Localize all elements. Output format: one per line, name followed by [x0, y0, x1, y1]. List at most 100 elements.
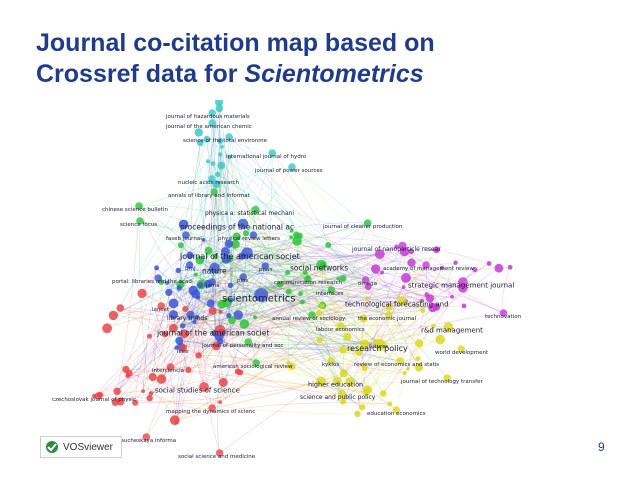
journal-node[interactable]	[182, 231, 190, 239]
journal-node[interactable]	[336, 322, 345, 330]
journal-label[interactable]: czechoslovak journal of physic	[52, 397, 136, 403]
journal-node[interactable]	[156, 374, 167, 384]
journal-node[interactable]	[385, 311, 393, 319]
journal-label[interactable]: naucheskaya informa	[117, 438, 176, 444]
journal-node[interactable]	[224, 239, 234, 248]
journal-node[interactable]	[364, 296, 370, 302]
journal-node[interactable]	[408, 248, 415, 255]
journal-node[interactable]	[146, 394, 153, 402]
journal-node[interactable]	[361, 276, 370, 284]
journal-node[interactable]	[361, 365, 368, 372]
journal-node[interactable]	[415, 339, 424, 348]
journal-node[interactable]	[319, 303, 325, 309]
journal-node[interactable]	[363, 385, 372, 395]
journal-node[interactable]	[407, 258, 416, 267]
journal-node[interactable]	[166, 363, 175, 371]
journal-label[interactable]: research policy	[347, 344, 408, 353]
journal-node[interactable]	[192, 319, 197, 324]
journal-node[interactable]	[435, 334, 446, 345]
journal-node[interactable]	[227, 282, 234, 288]
journal-node[interactable]	[242, 230, 250, 237]
journal-node[interactable]	[431, 323, 436, 329]
journal-label[interactable]: pnas	[259, 267, 272, 273]
journal-label[interactable]: chinese science bulletin	[102, 207, 168, 213]
journal-node[interactable]	[137, 288, 147, 299]
journal-node[interactable]	[201, 238, 206, 242]
journal-label[interactable]: communication research	[274, 280, 343, 286]
journal-node[interactable]	[195, 352, 202, 359]
journal-node[interactable]	[268, 149, 276, 157]
journal-node[interactable]	[175, 267, 181, 274]
journal-node[interactable]	[220, 145, 224, 149]
journal-node[interactable]	[225, 133, 233, 141]
journal-label[interactable]: proceedings of the national ac	[180, 223, 294, 232]
journal-node[interactable]	[232, 232, 241, 241]
journal-node[interactable]	[340, 398, 347, 405]
journal-node[interactable]	[302, 270, 308, 276]
journal-node[interactable]	[208, 307, 217, 315]
journal-node[interactable]	[458, 277, 468, 287]
journal-node[interactable]	[401, 273, 411, 283]
journal-node[interactable]	[165, 280, 170, 285]
journal-node[interactable]	[285, 269, 291, 275]
journal-node[interactable]	[142, 433, 151, 441]
journal-node[interactable]	[380, 270, 385, 275]
journal-node[interactable]	[339, 275, 347, 282]
journal-node[interactable]	[363, 219, 372, 227]
journal-node[interactable]	[252, 315, 258, 320]
journal-node[interactable]	[415, 356, 421, 362]
journal-label[interactable]: education economics	[367, 411, 426, 417]
journal-node[interactable]	[214, 324, 226, 336]
journal-node[interactable]	[359, 404, 366, 411]
journal-node[interactable]	[339, 346, 347, 354]
journal-label[interactable]: r&d management	[421, 326, 483, 334]
journal-node[interactable]	[254, 288, 269, 302]
journal-node[interactable]	[251, 205, 260, 215]
journal-node[interactable]	[175, 336, 184, 345]
journal-node[interactable]	[185, 261, 194, 269]
journal-node[interactable]	[154, 265, 160, 271]
journal-label[interactable]: science and public policy	[300, 394, 376, 401]
journal-node[interactable]	[208, 278, 216, 286]
journal-node[interactable]	[461, 303, 467, 309]
journal-node[interactable]	[179, 329, 189, 339]
journal-node[interactable]	[428, 302, 438, 313]
journal-label[interactable]: interfaces	[316, 291, 344, 297]
journal-label[interactable]: american sociological review	[213, 364, 293, 370]
journal-node[interactable]	[439, 265, 445, 270]
journal-node[interactable]	[422, 261, 430, 269]
journal-node[interactable]	[209, 262, 220, 274]
journal-node[interactable]	[180, 323, 186, 329]
journal-node[interactable]	[414, 363, 424, 372]
journal-label[interactable]: journal of nanoparticle resear	[351, 246, 441, 253]
journal-node[interactable]	[136, 217, 144, 225]
journal-node[interactable]	[261, 262, 269, 270]
journal-label[interactable]: review of economics and statis	[354, 362, 439, 368]
journal-node[interactable]	[424, 292, 430, 298]
journal-node[interactable]	[420, 307, 426, 313]
journal-label[interactable]: bmj	[185, 266, 196, 272]
journal-node[interactable]	[364, 283, 372, 291]
journal-node[interactable]	[220, 247, 230, 256]
journal-node[interactable]	[385, 303, 393, 311]
journal-node[interactable]	[169, 310, 178, 320]
journal-node[interactable]	[194, 128, 203, 137]
journal-node[interactable]	[147, 333, 152, 339]
journal-node[interactable]	[443, 322, 454, 332]
journal-node[interactable]	[218, 152, 223, 157]
journal-node[interactable]	[300, 299, 305, 305]
journal-node[interactable]	[398, 241, 407, 251]
journal-node[interactable]	[208, 119, 216, 127]
journal-label[interactable]: nucleic acids research	[178, 180, 240, 186]
journal-node[interactable]	[401, 285, 406, 289]
journal-label[interactable]: scientometrics	[222, 294, 295, 305]
journal-node[interactable]	[327, 357, 336, 365]
journal-node[interactable]	[420, 298, 424, 303]
journal-label[interactable]: lancet	[152, 307, 170, 313]
journal-label[interactable]: journal of the american societ	[156, 329, 269, 338]
journal-node[interactable]	[396, 357, 405, 365]
journal-node[interactable]	[186, 251, 194, 259]
journal-label[interactable]: interciencia	[152, 368, 184, 374]
journal-node[interactable]	[285, 288, 292, 295]
journal-node[interactable]	[332, 376, 342, 386]
